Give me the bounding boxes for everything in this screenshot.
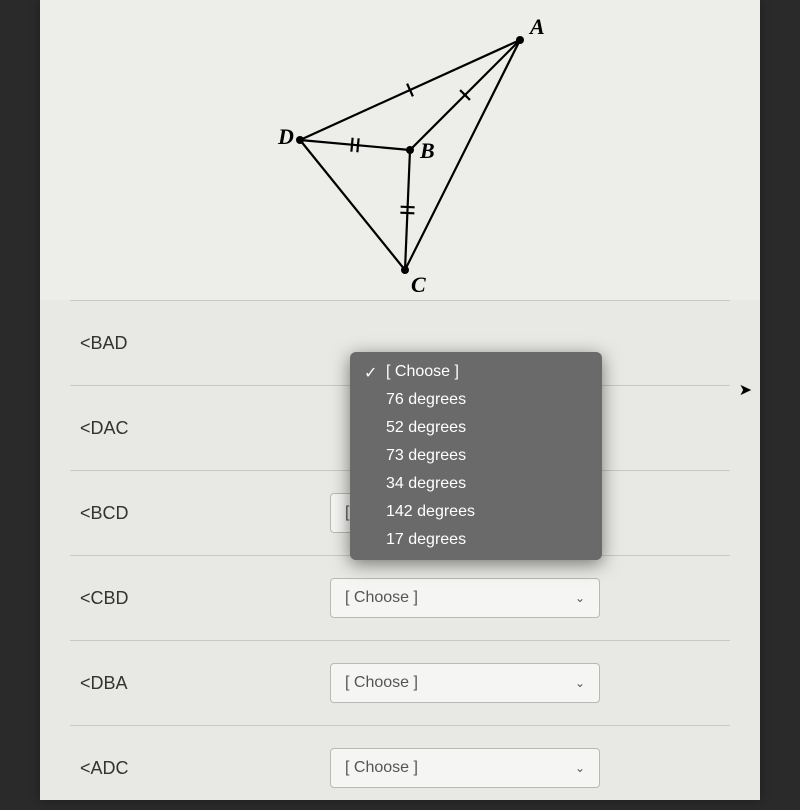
dropdown-option[interactable]: 76 degrees [350, 386, 602, 414]
answer-select[interactable]: [ Choose ] ⌄ [330, 663, 600, 703]
diagram-svg: A B C D [200, 10, 600, 300]
page-container: ABCD <BAD<DAC<BCD[ Choose ]⌄<CBD[ Choose… [40, 0, 760, 800]
chevron-down-icon: ⌄ [575, 591, 585, 605]
question-label: <DBA [70, 673, 330, 694]
question-label: <ADC [70, 758, 330, 779]
select-placeholder-text: [ Choose ] [345, 759, 418, 777]
answer-select[interactable]: [ Choose ] ⌄ [330, 578, 600, 618]
dropdown-option-placeholder[interactable]: [ Choose ] [350, 358, 602, 386]
dropdown-option[interactable]: 142 degrees [350, 498, 602, 526]
chevron-down-icon: ⌄ [575, 761, 585, 775]
svg-text:B: B [419, 138, 435, 163]
dropdown-option[interactable]: 52 degrees [350, 414, 602, 442]
question-label: <DAC [70, 418, 330, 439]
chevron-down-icon: ⌄ [575, 676, 585, 690]
question-row: <CBD [ Choose ] ⌄ [70, 555, 730, 640]
svg-text:C: C [411, 272, 426, 297]
mouse-cursor-icon: ➤ [739, 380, 752, 400]
question-row: <DBA [ Choose ] ⌄ [70, 640, 730, 725]
dropdown-option[interactable]: 73 degrees [350, 442, 602, 470]
question-row: <ADC [ Choose ] ⌄ [70, 725, 730, 810]
svg-text:A: A [528, 14, 545, 39]
question-label: <BAD [70, 333, 330, 354]
geometry-diagram: A B C D [40, 0, 760, 300]
question-label: <BCD [70, 503, 330, 524]
dropdown-option[interactable]: 17 degrees [350, 526, 602, 554]
select-placeholder-text: [ Choose ] [345, 589, 418, 607]
select-placeholder-text: [ Choose ] [345, 674, 418, 692]
dropdown-option[interactable]: 34 degrees [350, 470, 602, 498]
svg-text:D: D [277, 124, 294, 149]
dropdown-menu[interactable]: [ Choose ] 76 degrees 52 degrees 73 degr… [350, 352, 602, 560]
question-label: <CBD [70, 588, 330, 609]
answer-select[interactable]: [ Choose ] ⌄ [330, 748, 600, 788]
